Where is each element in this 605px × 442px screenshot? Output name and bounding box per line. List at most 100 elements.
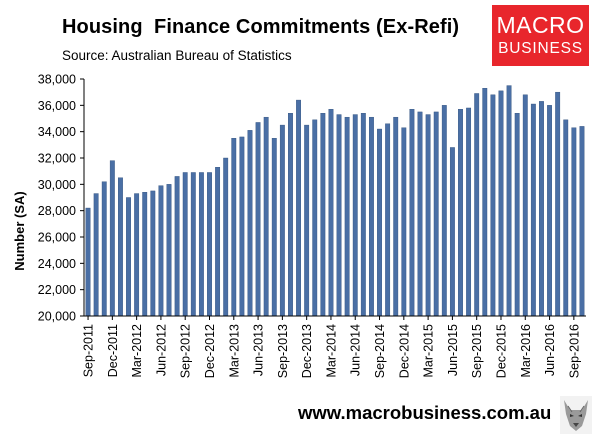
x-tick-label: Sep-2015	[470, 324, 484, 378]
x-tick-label: Jun-2016	[543, 324, 557, 376]
bar	[377, 128, 382, 317]
bar	[150, 190, 156, 317]
bar	[571, 127, 577, 317]
y-tick-label: 22,000	[38, 283, 76, 297]
bar	[271, 138, 277, 317]
macrobusiness-logo[interactable]: MACRO BUSINESS	[492, 5, 589, 66]
bar	[142, 192, 148, 317]
bar	[158, 185, 164, 317]
bar	[417, 111, 423, 317]
bar	[336, 114, 342, 317]
bar	[304, 124, 310, 317]
y-tick-label: 34,000	[38, 125, 76, 139]
bar	[579, 126, 585, 317]
x-tick-label: Dec-2012	[203, 324, 217, 378]
bar	[352, 114, 358, 317]
y-tick-label: 30,000	[38, 178, 76, 192]
x-tick-label: Mar-2012	[130, 324, 144, 378]
bar	[255, 122, 261, 317]
chart-title: Housing Finance Commitments (Ex-Refi)	[62, 16, 460, 38]
bar	[134, 193, 140, 317]
y-tick-label: 38,000	[38, 73, 76, 87]
y-tick-label: 28,000	[38, 204, 76, 218]
bar	[118, 177, 123, 317]
x-tick-label: Mar-2016	[519, 324, 533, 378]
logo-line-1: MACRO	[496, 12, 585, 38]
x-tick-label: Jun-2012	[154, 324, 168, 376]
bar	[247, 130, 253, 317]
bar	[223, 157, 229, 317]
bar	[385, 123, 391, 317]
bar-series	[85, 85, 585, 317]
bar	[449, 147, 455, 317]
bar	[174, 176, 180, 317]
bar	[474, 93, 480, 317]
bar	[522, 94, 528, 317]
bar	[190, 172, 196, 317]
bar	[441, 105, 447, 317]
x-tick-label: Dec-2011	[106, 324, 120, 377]
bar	[401, 127, 407, 317]
chart-subtitle: Source: Australian Bureau of Statistics	[62, 48, 292, 63]
bar	[458, 109, 463, 317]
bar	[555, 91, 561, 317]
bar	[198, 172, 204, 317]
y-tick-label: 26,000	[38, 231, 76, 245]
x-tick-label: Mar-2014	[324, 324, 338, 378]
y-tick-label: 32,000	[38, 152, 76, 166]
x-axis: Sep-2011 Dec-2011 Mar-2012 Jun-2012 Sep-2012…	[82, 316, 581, 378]
bar	[109, 160, 115, 317]
bar	[547, 105, 552, 317]
x-tick-label: Sep-2011	[82, 324, 96, 377]
y-axis: 20,000 22,000 24,000 26,000 28,000 30,000 32,0…	[38, 73, 84, 324]
x-tick-label: Dec-2013	[300, 324, 314, 378]
bar	[344, 116, 350, 317]
wolf-logo-icon	[560, 396, 592, 434]
bar	[482, 88, 488, 317]
bar	[369, 116, 374, 317]
x-tick-label: Dec-2014	[397, 324, 411, 378]
bar	[85, 207, 91, 317]
bar	[93, 193, 99, 317]
bar	[215, 167, 221, 317]
bar	[126, 197, 131, 317]
bar	[263, 116, 269, 317]
bar	[182, 172, 188, 317]
bar	[425, 114, 431, 317]
y-tick-label: 20,000	[38, 310, 76, 324]
bar	[166, 184, 172, 317]
bar	[393, 116, 399, 317]
x-tick-label: Jun-2013	[252, 324, 266, 376]
x-tick-label: Mar-2015	[422, 324, 436, 378]
bar	[101, 181, 107, 317]
bar	[231, 138, 237, 317]
bar	[279, 124, 285, 317]
bar	[433, 111, 439, 317]
bar	[530, 103, 536, 317]
x-tick-label: Sep-2012	[179, 324, 193, 378]
x-tick-label: Sep-2016	[567, 324, 581, 378]
x-tick-label: Sep-2013	[276, 324, 290, 378]
bar	[539, 101, 544, 317]
bar	[320, 113, 326, 317]
logo-line-2: BUSINESS	[498, 40, 583, 57]
bar	[207, 172, 212, 317]
bar	[288, 113, 293, 317]
bar	[466, 107, 472, 317]
bar-chart: Number (SA) 20,000 22,000 24,000 26,000 28,0…	[12, 73, 586, 378]
x-tick-label: Jun-2014	[349, 324, 363, 376]
x-tick-label: Jun-2015	[446, 324, 460, 376]
bar	[514, 113, 520, 317]
bar	[563, 119, 569, 317]
bar	[498, 90, 504, 317]
bar	[506, 85, 512, 317]
y-tick-label: 24,000	[38, 257, 76, 271]
y-tick-label: 36,000	[38, 99, 76, 113]
bar	[239, 136, 245, 317]
x-tick-label: Sep-2014	[373, 324, 387, 378]
bar	[490, 94, 496, 317]
bar	[328, 109, 334, 317]
x-tick-label: Dec-2015	[494, 324, 508, 378]
footer-url[interactable]: www.macrobusiness.com.au	[298, 402, 552, 423]
bar	[296, 99, 301, 317]
